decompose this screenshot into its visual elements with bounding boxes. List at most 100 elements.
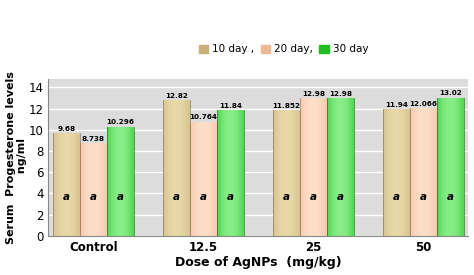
Text: a: a: [227, 192, 234, 202]
Bar: [282, 110, 283, 236]
Bar: [285, 110, 286, 236]
Bar: [125, 127, 126, 236]
Bar: [453, 98, 454, 236]
Bar: [57, 133, 58, 236]
Bar: [439, 98, 440, 236]
Bar: [92, 143, 93, 236]
Bar: [198, 122, 199, 236]
Bar: [281, 110, 282, 236]
Bar: [213, 122, 214, 236]
Bar: [127, 127, 128, 236]
Bar: [97, 143, 98, 236]
Bar: [391, 109, 392, 236]
Bar: [65, 133, 66, 236]
Bar: [75, 133, 76, 236]
Bar: [237, 110, 238, 236]
Bar: [121, 127, 122, 236]
Bar: [200, 122, 201, 236]
Bar: [300, 98, 301, 236]
Bar: [333, 98, 334, 236]
Bar: [239, 110, 240, 236]
Bar: [400, 109, 401, 236]
Text: a: a: [420, 192, 427, 202]
Bar: [208, 122, 209, 236]
Bar: [218, 110, 219, 236]
Bar: [399, 109, 400, 236]
Bar: [351, 98, 352, 236]
Bar: [60, 133, 61, 236]
Bar: [422, 108, 423, 236]
Bar: [85, 143, 86, 236]
Bar: [409, 109, 410, 236]
Bar: [173, 100, 174, 236]
Bar: [389, 109, 390, 236]
Bar: [177, 100, 178, 236]
Bar: [394, 109, 395, 236]
Bar: [196, 122, 197, 236]
Bar: [461, 98, 462, 236]
Bar: [283, 110, 284, 236]
Bar: [459, 98, 460, 236]
Bar: [312, 98, 313, 236]
Bar: [131, 127, 132, 236]
Bar: [181, 100, 182, 236]
Bar: [132, 127, 133, 236]
Bar: [209, 122, 210, 236]
Bar: [332, 98, 333, 236]
Bar: [426, 108, 427, 236]
Bar: [385, 109, 386, 236]
Bar: [221, 110, 222, 236]
Bar: [454, 98, 455, 236]
Bar: [180, 100, 181, 236]
Bar: [207, 122, 208, 236]
Bar: [425, 108, 426, 236]
Bar: [335, 98, 336, 236]
Bar: [190, 122, 191, 236]
Text: a: a: [90, 192, 97, 202]
Bar: [235, 110, 236, 236]
Bar: [352, 98, 353, 236]
Bar: [120, 127, 121, 236]
Bar: [462, 98, 463, 236]
Bar: [315, 98, 316, 236]
Bar: [172, 100, 173, 236]
Bar: [201, 122, 202, 236]
Bar: [86, 143, 87, 236]
Bar: [276, 110, 277, 236]
Bar: [301, 98, 302, 236]
Legend: 10 day ,, 20 day,, 30 day: 10 day ,, 20 day,, 30 day: [195, 40, 373, 59]
Bar: [130, 127, 131, 236]
Bar: [292, 110, 293, 236]
Bar: [329, 98, 330, 236]
Bar: [416, 108, 417, 236]
Bar: [392, 109, 393, 236]
Bar: [62, 133, 63, 236]
Bar: [336, 98, 337, 236]
Bar: [440, 98, 441, 236]
Bar: [106, 143, 107, 236]
Bar: [430, 108, 431, 236]
Bar: [205, 122, 206, 236]
Bar: [113, 127, 114, 236]
Bar: [328, 98, 329, 236]
Bar: [303, 98, 304, 236]
Bar: [436, 108, 437, 236]
Bar: [220, 110, 221, 236]
Bar: [105, 143, 106, 236]
Bar: [341, 98, 342, 236]
Bar: [388, 109, 389, 236]
Bar: [184, 100, 185, 236]
Text: 11.84: 11.84: [219, 103, 242, 109]
Bar: [115, 127, 116, 236]
Bar: [327, 98, 328, 236]
Bar: [91, 143, 92, 236]
Bar: [108, 127, 109, 236]
Bar: [398, 109, 399, 236]
Bar: [99, 143, 100, 236]
Text: a: a: [63, 192, 70, 202]
Bar: [55, 133, 56, 236]
Bar: [298, 110, 299, 236]
Text: 10.764: 10.764: [190, 114, 218, 120]
Bar: [128, 127, 129, 236]
Bar: [189, 100, 190, 236]
